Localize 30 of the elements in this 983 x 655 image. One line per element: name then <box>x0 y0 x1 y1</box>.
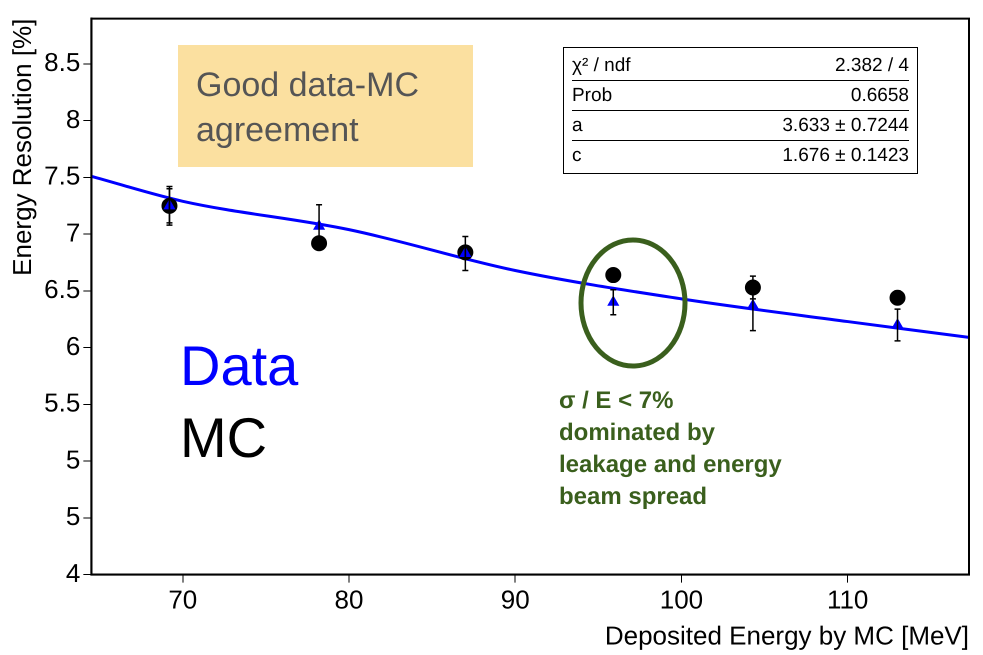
annotation: 3.633 ± 0.7244 <box>782 114 909 138</box>
y-axis-title: Energy Resolution [%] <box>6 18 37 276</box>
annotation: 2.382 / 4 <box>835 54 909 78</box>
annotation: Prob <box>572 84 612 108</box>
line-series <box>91 174 969 339</box>
x-tick-label: 70 <box>168 584 198 614</box>
text: MC <box>180 405 268 471</box>
annotation: a <box>572 114 583 138</box>
annotation: χ² / ndf <box>572 54 631 78</box>
annotation: σ / E < 7% dominated by leakage and energy beam spread <box>559 386 782 512</box>
x-axis-title: Deposited Energy by MC [MeV] <box>604 620 969 651</box>
y-tick-label: 7 <box>66 217 80 248</box>
y-tick-label: 6 <box>66 330 80 361</box>
y-tick-label: 4 <box>66 558 80 588</box>
annotation: c <box>572 144 582 168</box>
x-tick-label: 80 <box>334 584 364 614</box>
y-tick-label: 7.5 <box>44 160 80 191</box>
annotation: Good data-MC agreement <box>178 45 473 167</box>
annotation: 1.676 ± 0.1423 <box>782 144 909 168</box>
x-tick-label: 90 <box>500 584 530 614</box>
y-tick-label: 5.5 <box>44 388 80 418</box>
x-tick-label: 110 <box>826 584 868 614</box>
y-tick-label: 8 <box>66 104 80 134</box>
y-tick-label: 5 <box>66 501 80 532</box>
y-tick-label: 5 <box>66 444 80 474</box>
y-tick-label: 6.5 <box>44 274 80 304</box>
series-label: Data <box>180 333 298 399</box>
x-tick-label: 100 <box>660 584 704 614</box>
y-tick-label: 8.5 <box>44 47 80 78</box>
annotation: 0.6658 <box>850 84 909 108</box>
